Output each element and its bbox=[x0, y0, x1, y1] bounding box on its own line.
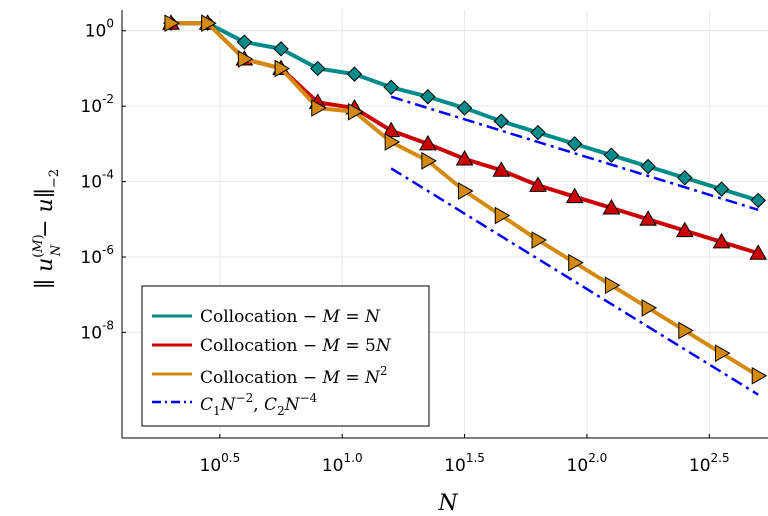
series-0-marker-14 bbox=[677, 170, 693, 186]
y-tick-label-1: 10-2 bbox=[80, 92, 114, 117]
x-tick-label-2: 101.5 bbox=[444, 451, 485, 476]
y-tick-label-0: 100 bbox=[85, 17, 114, 42]
series-0-marker-3 bbox=[273, 41, 289, 57]
series-2-marker-2 bbox=[237, 50, 254, 68]
series-1-marker-9 bbox=[492, 161, 511, 177]
tick-labels: 100.5 101.0 101.5 102.0 102.5 100 10-2 10-4 10-6… bbox=[80, 17, 729, 476]
series-2-marker-3 bbox=[274, 59, 291, 78]
series-0-marker-12 bbox=[603, 147, 620, 163]
series-0-marker-2 bbox=[236, 34, 253, 50]
y-tick-label-2: 10-4 bbox=[80, 168, 114, 193]
series-2-marker-4 bbox=[311, 99, 327, 117]
svg-text:Collocation − M = 5N: Collocation − M = 5N bbox=[200, 336, 392, 356]
series-1-marker-13 bbox=[639, 210, 657, 226]
legend-item-reference-slopes: C1N−2, C2N−4 bbox=[152, 391, 318, 418]
series-2-marker-7 bbox=[421, 151, 437, 170]
y-tick-label-3: 10-6 bbox=[80, 243, 114, 268]
series-2-marker-5 bbox=[347, 102, 364, 121]
series-1-marker-14 bbox=[675, 221, 694, 238]
series-0-marker-16 bbox=[750, 192, 766, 209]
series-0-marker-4 bbox=[310, 60, 326, 77]
y-tick-label-4: 10-8 bbox=[80, 318, 114, 343]
series-0-marker-13 bbox=[640, 158, 656, 175]
x-tick-label-4: 102.5 bbox=[689, 451, 730, 476]
series-1-marker-15 bbox=[712, 232, 731, 249]
svg-text:∥ u(M)N − u∥−2: ∥ u(M)N − u∥−2 bbox=[31, 169, 64, 289]
series-1-marker-11 bbox=[565, 187, 584, 204]
series-0-marker-9 bbox=[493, 113, 509, 129]
reference-line-2 bbox=[390, 167, 759, 396]
series-1-marker-16 bbox=[749, 244, 768, 260]
series-1-marker-6 bbox=[382, 121, 401, 138]
series-2-marker-13 bbox=[641, 299, 658, 317]
axes bbox=[121, 10, 768, 439]
legend-item-m-eq-5n: Collocation − M = 5N bbox=[152, 336, 392, 356]
legend-item-m-eq-n-squared: Collocation − M = N2 bbox=[152, 364, 388, 388]
series-2-marker-0 bbox=[164, 14, 180, 33]
reference-slope-lines bbox=[390, 95, 759, 396]
series-0-marker-7 bbox=[420, 89, 436, 105]
data-series bbox=[162, 14, 768, 385]
legend-item-m-eq-n: Collocation − M = N bbox=[152, 307, 381, 327]
series-2-marker-10 bbox=[531, 231, 547, 249]
legend: Collocation − M = N Collocation − M = 5N… bbox=[141, 285, 430, 427]
series-1-marker-10 bbox=[529, 176, 547, 192]
series-0-marker-11 bbox=[566, 136, 583, 152]
reference-line-1 bbox=[390, 95, 759, 212]
series-2 bbox=[164, 14, 768, 385]
series-2-marker-14 bbox=[678, 321, 694, 340]
series-2-marker-9 bbox=[494, 206, 511, 225]
legend-box bbox=[141, 285, 430, 427]
svg-text:C1N−2, C2N−4: C1N−2, C2N−4 bbox=[200, 391, 318, 418]
series-0-marker-6 bbox=[383, 79, 399, 96]
series-0-marker-10 bbox=[530, 124, 546, 141]
series-2-marker-8 bbox=[458, 182, 474, 200]
svg-text:Collocation − M = N: Collocation − M = N bbox=[200, 307, 381, 327]
svg-text:Collocation − M = N2: Collocation − M = N2 bbox=[200, 364, 388, 388]
x-tick-label-0: 100.5 bbox=[200, 451, 241, 476]
grid-lines bbox=[122, 10, 768, 438]
series-2-marker-1 bbox=[201, 14, 217, 33]
series-0-marker-5 bbox=[346, 66, 363, 82]
series-0-marker-15 bbox=[713, 181, 730, 197]
x-tick-label-3: 102.0 bbox=[567, 451, 608, 476]
series-0-marker-8 bbox=[456, 100, 473, 116]
series-2-marker-11 bbox=[568, 253, 584, 272]
series-1-marker-12 bbox=[602, 198, 621, 215]
series-2-marker-16 bbox=[751, 366, 768, 385]
y-axis-label: ∥ u(M)N − u∥−2 bbox=[31, 169, 64, 289]
x-tick-label-1: 101.0 bbox=[322, 451, 363, 476]
series-2-marker-15 bbox=[715, 344, 731, 363]
series-1-marker-8 bbox=[455, 149, 474, 166]
series-2-marker-12 bbox=[604, 276, 621, 295]
series-2-marker-6 bbox=[384, 133, 401, 151]
series-1-marker-7 bbox=[419, 134, 437, 151]
x-axis-label: N bbox=[437, 491, 458, 516]
